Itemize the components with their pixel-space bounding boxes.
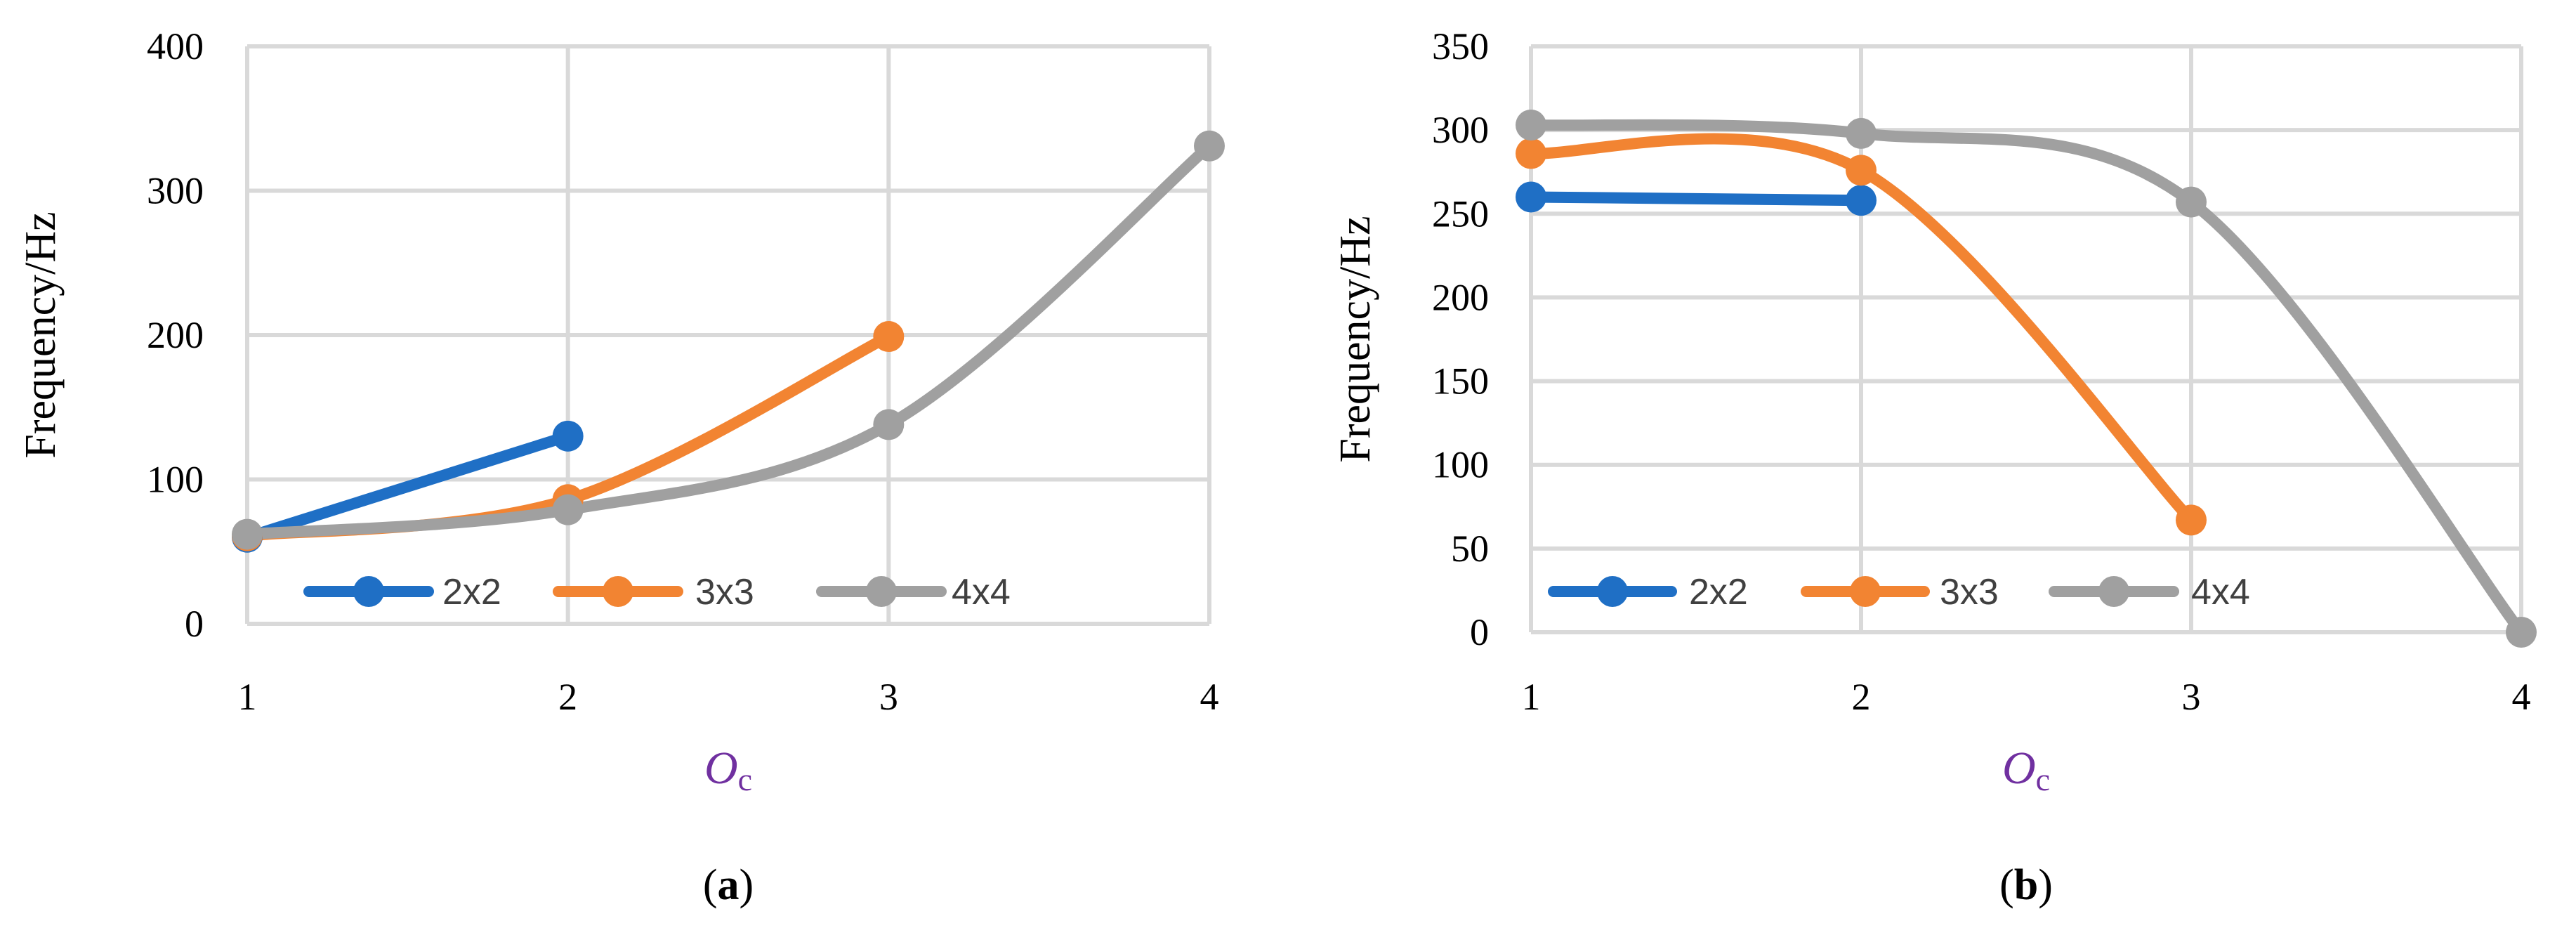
- legend-marker-4x4: [2098, 576, 2129, 607]
- y-tick-label: 200: [1432, 276, 1489, 318]
- y-tick-label: 100: [147, 459, 204, 501]
- y-tick-label: 300: [1432, 109, 1489, 151]
- y-tick-label: 150: [1432, 360, 1489, 403]
- data-point-3x3: [873, 321, 905, 353]
- legend-label: 4x4: [2191, 572, 2250, 613]
- legend-marker-2x2: [353, 576, 384, 607]
- data-point-3x3: [1516, 138, 1546, 169]
- x-tick-label: 2: [1852, 676, 1871, 718]
- panel-paren-close: ): [2038, 861, 2053, 909]
- legend-label: 4x4: [952, 572, 1011, 613]
- legend-label: 3x3: [695, 572, 754, 613]
- legend-marker-2x2: [1597, 576, 1628, 607]
- data-point-4x4: [1194, 130, 1225, 162]
- x-axis-label: Oc: [2002, 743, 2050, 797]
- x-axis-label-subscript: c: [2036, 761, 2050, 797]
- y-axis-label: Frequency/Hz: [1332, 216, 1379, 462]
- data-point-2x2: [1516, 181, 1546, 213]
- data-point-3x3: [2176, 504, 2207, 536]
- data-point-4x4: [2506, 617, 2537, 648]
- series-line-2x2: [1525, 191, 1867, 207]
- series-line-4x4: [1525, 119, 2527, 638]
- x-tick-label: 3: [879, 676, 898, 718]
- y-tick-label: 0: [1470, 611, 1489, 653]
- panel-letter: a: [718, 861, 740, 909]
- data-point-4x4: [2176, 186, 2207, 218]
- legend-label: 3x3: [1940, 572, 1999, 613]
- x-tick-label: 1: [238, 676, 257, 718]
- panel-label: (b): [1999, 861, 2053, 909]
- y-tick-label: 350: [1432, 25, 1489, 67]
- y-tick-label: 200: [147, 314, 204, 356]
- data-point-4x4: [873, 409, 905, 440]
- data-point-4x4: [1846, 117, 1877, 149]
- y-tick-label: 400: [147, 25, 204, 67]
- panel-label: (a): [703, 861, 754, 909]
- y-axis-label: Frequency/Hz: [17, 211, 65, 458]
- panel-paren-open: (: [703, 861, 718, 909]
- x-tick-label: 2: [558, 676, 577, 718]
- data-point-4x4: [1516, 109, 1546, 140]
- chart-b: 0 50 100 150 200 250 300 350 1 2 3 4 Frequency/Hz Oc 2…: [1332, 25, 2537, 909]
- x-axis-label-main: O: [704, 743, 738, 794]
- x-tick-label: 4: [2512, 676, 2531, 718]
- panel-paren-close: ): [740, 861, 754, 909]
- data-point-2x2: [1846, 185, 1877, 216]
- x-axis-label-main: O: [2002, 743, 2036, 794]
- legend-marker-3x3: [603, 576, 633, 607]
- legend-label: 2x2: [1689, 572, 1748, 613]
- legend-label: 2x2: [442, 572, 501, 613]
- x-tick-label: 4: [1200, 676, 1219, 718]
- y-tick-label: 50: [1451, 528, 1489, 570]
- data-point-4x4: [232, 518, 263, 550]
- legend-marker-4x4: [866, 576, 897, 607]
- series-line-4x4: [242, 140, 1215, 540]
- y-tick-label: 300: [147, 170, 204, 212]
- y-tick-label: 250: [1432, 192, 1489, 235]
- panel-letter: b: [2014, 861, 2038, 909]
- x-axis-label-subscript: c: [738, 761, 752, 797]
- x-tick-label: 3: [2182, 676, 2201, 718]
- panel-paren-open: (: [1999, 861, 2014, 909]
- series-line-2x2: [242, 430, 574, 543]
- data-point-3x3: [1846, 155, 1877, 186]
- y-tick-label: 100: [1432, 444, 1489, 486]
- x-tick-label: 1: [1522, 676, 1541, 718]
- legend-marker-3x3: [1850, 576, 1881, 607]
- y-tick-label: 0: [185, 603, 204, 645]
- x-axis-label: Oc: [704, 743, 752, 797]
- data-point-2x2: [552, 420, 584, 452]
- chart-a: 0 100 200 300 400 1 2 3 4 Frequency/Hz Oc 2x2 3x3 4x4…: [17, 25, 1225, 909]
- data-point-4x4: [552, 494, 584, 525]
